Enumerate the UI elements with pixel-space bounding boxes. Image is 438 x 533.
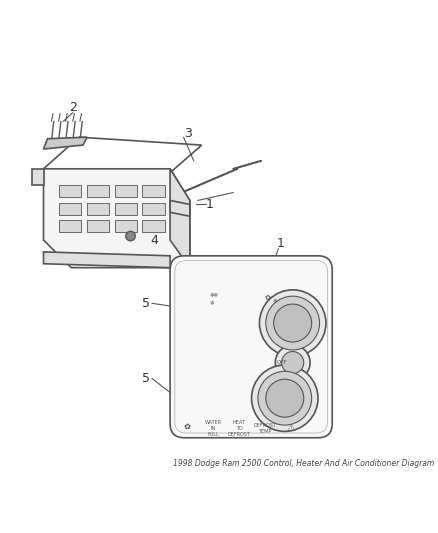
Text: ❄: ❄ — [210, 301, 214, 306]
Circle shape — [282, 352, 304, 374]
Polygon shape — [59, 185, 81, 197]
Text: 1: 1 — [206, 198, 214, 211]
Circle shape — [266, 296, 320, 350]
Polygon shape — [115, 185, 137, 197]
Text: ✿: ✿ — [184, 422, 191, 431]
Polygon shape — [115, 220, 137, 232]
Circle shape — [274, 304, 312, 342]
Circle shape — [275, 345, 310, 380]
Text: ❄: ❄ — [272, 299, 277, 304]
Polygon shape — [32, 169, 43, 184]
Text: 1: 1 — [277, 238, 285, 251]
Polygon shape — [43, 252, 170, 268]
Text: 5: 5 — [142, 297, 150, 310]
Polygon shape — [87, 185, 109, 197]
Text: 5: 5 — [142, 372, 150, 385]
Text: 2: 2 — [69, 101, 77, 115]
Polygon shape — [115, 203, 137, 215]
Text: ✿: ✿ — [265, 294, 270, 300]
Polygon shape — [142, 185, 165, 197]
Polygon shape — [43, 169, 190, 268]
Polygon shape — [170, 169, 190, 268]
Polygon shape — [43, 137, 87, 149]
Polygon shape — [170, 200, 190, 216]
Polygon shape — [87, 203, 109, 215]
Text: ❄❄: ❄❄ — [210, 293, 219, 298]
Text: DEFROST
TEMP: DEFROST TEMP — [254, 423, 276, 434]
Text: OFF: OFF — [276, 360, 287, 365]
Polygon shape — [142, 203, 165, 215]
Polygon shape — [59, 220, 81, 232]
Text: 3: 3 — [184, 127, 192, 140]
Polygon shape — [87, 220, 109, 232]
Polygon shape — [142, 220, 165, 232]
Text: HEAT
TO
DEFROST: HEAT TO DEFROST — [227, 420, 251, 437]
Circle shape — [259, 290, 326, 356]
FancyBboxPatch shape — [170, 256, 332, 438]
Text: ⚠: ⚠ — [287, 423, 296, 433]
Circle shape — [126, 231, 135, 241]
Polygon shape — [59, 203, 81, 215]
Circle shape — [266, 379, 304, 417]
Circle shape — [258, 372, 312, 425]
Text: WATER
IN
FULL: WATER IN FULL — [205, 420, 222, 437]
Circle shape — [251, 365, 318, 431]
Text: 4: 4 — [150, 233, 158, 246]
Text: 1998 Dodge Ram 2500 Control, Heater And Air Conditioner Diagram: 1998 Dodge Ram 2500 Control, Heater And … — [173, 458, 434, 467]
